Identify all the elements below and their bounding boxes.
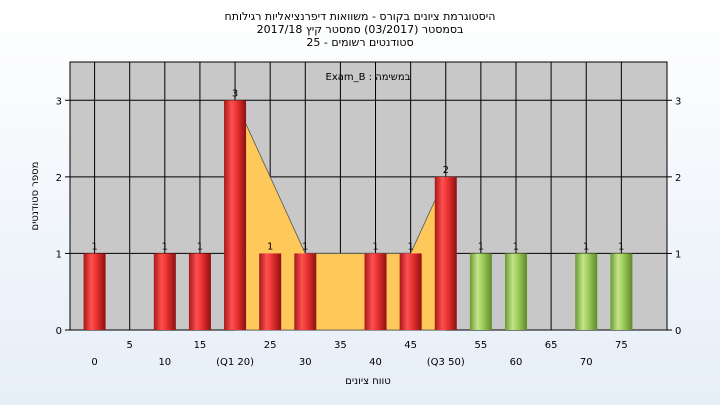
y-tick-left-2: 2 bbox=[56, 173, 62, 184]
bar-55 bbox=[469, 253, 492, 330]
x-tick-50: (Q3 50) bbox=[427, 357, 465, 368]
x-tick-45: 45 bbox=[404, 340, 417, 351]
y-tick-left-3: 3 bbox=[56, 96, 62, 107]
bar-label-60: 1 bbox=[513, 241, 519, 252]
chart-title-line-3: סטודנטים רשומים - 25 bbox=[306, 36, 413, 49]
bar-label-0: 1 bbox=[91, 241, 97, 252]
x-tick-40: 40 bbox=[369, 357, 382, 368]
x-tick-60: 60 bbox=[510, 357, 523, 368]
y-tick-right-2: 2 bbox=[675, 173, 681, 184]
bar-10 bbox=[153, 253, 176, 330]
y-tick-left-1: 1 bbox=[56, 249, 62, 260]
x-tick-55: 55 bbox=[475, 340, 488, 351]
bar-45 bbox=[399, 253, 422, 330]
bar-0 bbox=[83, 253, 106, 330]
bar-30 bbox=[294, 253, 317, 330]
bar-label-50: 2 bbox=[443, 165, 449, 176]
bar-label-25: 1 bbox=[267, 241, 273, 252]
x-tick-10: 10 bbox=[158, 357, 171, 368]
x-tick-35: 35 bbox=[334, 340, 347, 351]
bar-75 bbox=[610, 253, 633, 330]
bar-25 bbox=[259, 253, 282, 330]
bar-label-55: 1 bbox=[478, 241, 484, 252]
bar-label-40: 1 bbox=[372, 241, 378, 252]
bar-label-10: 1 bbox=[162, 241, 168, 252]
x-tick-30: 30 bbox=[299, 357, 312, 368]
bar-40 bbox=[364, 253, 387, 330]
y-axis-title: מספר סטודנטים bbox=[30, 162, 41, 231]
y-tick-left-0: 0 bbox=[56, 326, 62, 337]
bar-60 bbox=[504, 253, 527, 330]
bar-15 bbox=[188, 253, 211, 330]
x-tick-75: 75 bbox=[615, 340, 628, 351]
bar-70 bbox=[575, 253, 598, 330]
chart-title-line-1: היסטוגרמת ציונים בקורס - משוואות דיפרנצי… bbox=[225, 10, 496, 23]
chart-title-line-2: בסמסטר (03/2017) סמסטר קיץ 2017/18 bbox=[257, 23, 464, 36]
x-tick-5: 5 bbox=[127, 340, 133, 351]
bar-label-45: 1 bbox=[407, 241, 413, 252]
bar-label-70: 1 bbox=[583, 241, 589, 252]
bar-label-30: 1 bbox=[302, 241, 308, 252]
bar-20 bbox=[224, 100, 247, 331]
bar-label-75: 1 bbox=[618, 241, 624, 252]
y-tick-right-3: 3 bbox=[675, 96, 681, 107]
x-tick-0: 0 bbox=[91, 357, 97, 368]
bar-label-20: 3 bbox=[232, 88, 238, 99]
x-tick-15: 15 bbox=[194, 340, 207, 351]
x-tick-25: 25 bbox=[264, 340, 277, 351]
x-tick-20: (Q1 20) bbox=[216, 357, 254, 368]
bar-label-15: 1 bbox=[197, 241, 203, 252]
y-tick-right-0: 0 bbox=[675, 326, 681, 337]
bar-50 bbox=[434, 176, 457, 330]
y-tick-right-1: 1 bbox=[675, 249, 681, 260]
x-tick-65: 65 bbox=[545, 340, 558, 351]
task-annotation: במשימה : Exam_B bbox=[326, 72, 411, 83]
x-axis-title: טווח ציונים bbox=[345, 376, 390, 387]
x-tick-70: 70 bbox=[580, 357, 593, 368]
